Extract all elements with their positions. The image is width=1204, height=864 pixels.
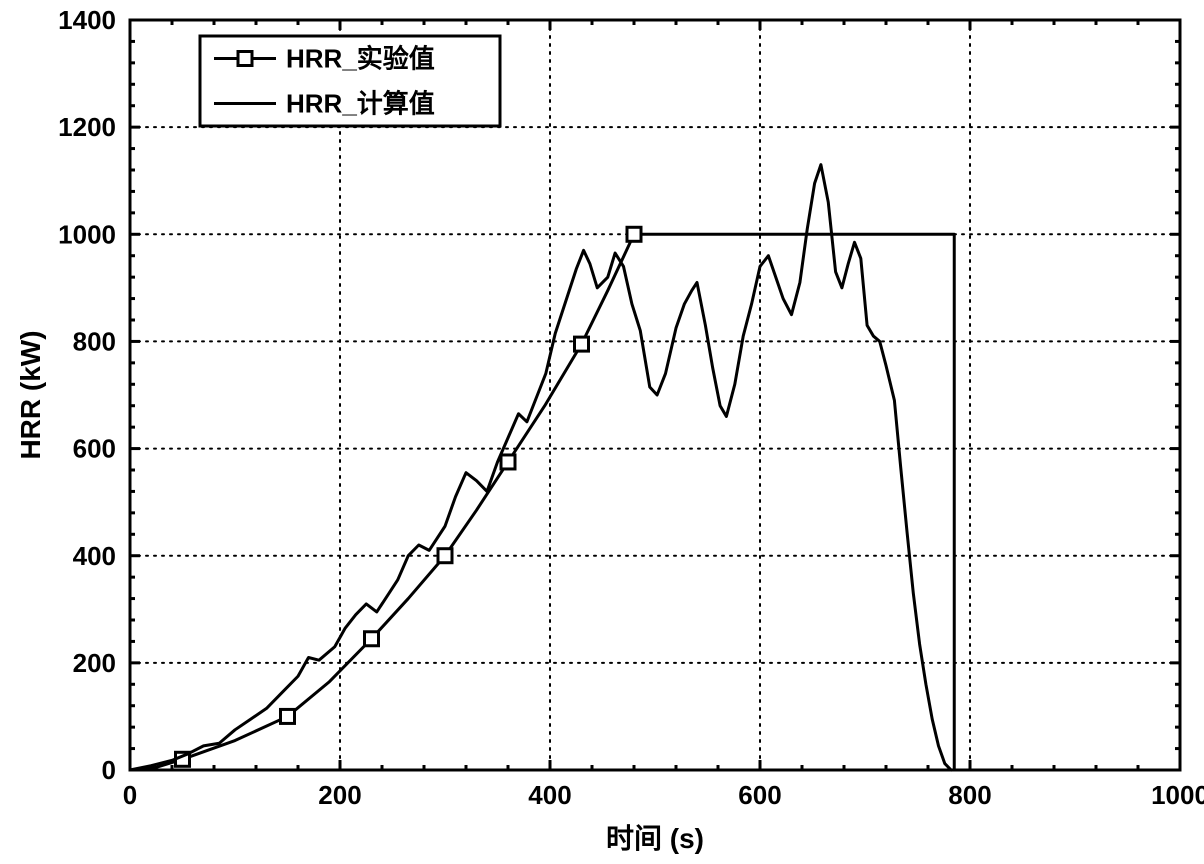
y-tick-label: 1400 — [58, 5, 116, 35]
y-tick-label: 1200 — [58, 112, 116, 142]
y-tick-label: 1000 — [58, 219, 116, 249]
legend-sample-marker — [238, 52, 252, 66]
series-marker — [438, 549, 452, 563]
legend-label: HRR_实验值 — [286, 44, 435, 74]
y-tick-label: 0 — [102, 755, 116, 785]
x-tick-label: 200 — [318, 780, 361, 810]
x-axis-label: 时间 (s) — [606, 823, 704, 854]
chart-container: 0 200 400 600 800 1000 0 200 400 600 800 1000 1200 14… — [0, 0, 1204, 864]
y-tick-label: 800 — [73, 327, 116, 357]
series-marker — [627, 227, 641, 241]
series-marker — [575, 337, 589, 351]
series-marker — [501, 455, 515, 469]
y-axis-label: HRR (kW) — [15, 330, 46, 459]
hrr-chart: 0 200 400 600 800 1000 0 200 400 600 800 1000 1200 14… — [0, 0, 1204, 864]
y-tick-label: 400 — [73, 541, 116, 571]
x-tick-label: 400 — [528, 780, 571, 810]
x-tick-label: 1000 — [1151, 780, 1204, 810]
y-tick-label: 600 — [73, 434, 116, 464]
legend-label: HRR_计算值 — [286, 89, 435, 119]
series-marker — [365, 632, 379, 646]
x-tick-label: 0 — [123, 780, 137, 810]
x-tick-label: 800 — [948, 780, 991, 810]
y-tick-label: 200 — [73, 648, 116, 678]
x-tick-label: 600 — [738, 780, 781, 810]
series-marker — [281, 709, 295, 723]
